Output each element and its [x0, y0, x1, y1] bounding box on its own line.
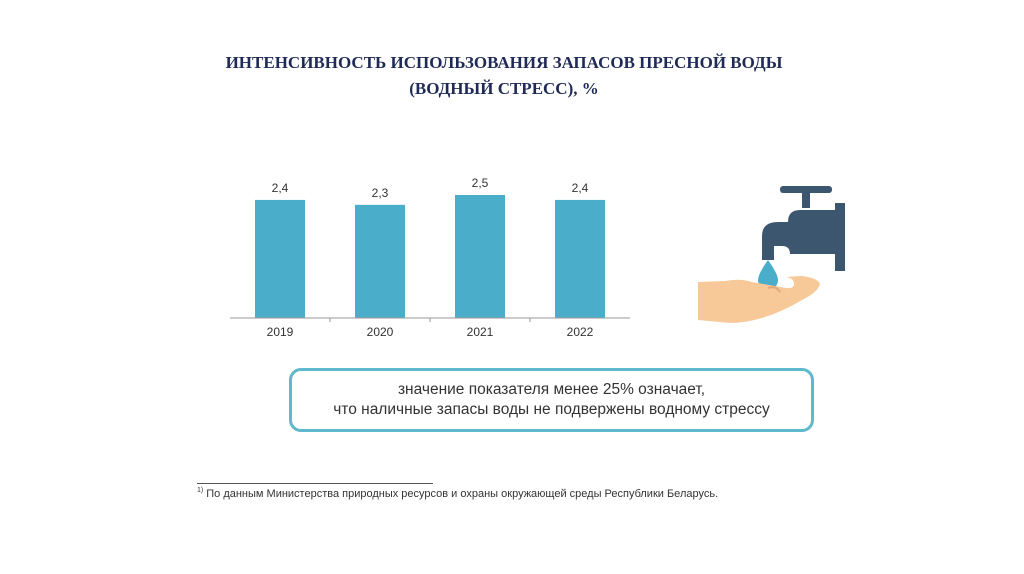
chart-title-line-2: (ВОДНЫЙ СТРЕСС), % [409, 79, 599, 98]
note-line-1: значение показателя менее 25% означает, [397, 381, 706, 398]
footnote: 1) По данным Министерства природных ресур… [197, 487, 719, 500]
water-tap-icon [762, 186, 845, 271]
data-label-2022: 2,4 [572, 181, 589, 195]
note-line-2: что наличные запасы воды не подвержены в… [333, 401, 770, 418]
data-label-2021: 2,5 [472, 176, 489, 190]
x-tick-2022: 2022 [567, 325, 594, 339]
bar-2019 [255, 199, 305, 318]
tap-and-hand-illustration [698, 186, 845, 323]
bar-2022 [555, 199, 605, 318]
open-hand-icon [698, 276, 820, 323]
bar-2021 [455, 195, 505, 318]
x-tick-2019: 2019 [267, 325, 294, 339]
footnote-text: По данным Министерства природных ресурсо… [206, 488, 719, 500]
chart-title: ИНТЕНСИВНОСТЬ ИСПОЛЬЗОВАНИЯ ЗАПАСОВ ПРЕС… [0, 50, 1008, 102]
chart-title-line-1: ИНТЕНСИВНОСТЬ ИСПОЛЬЗОВАНИЯ ЗАПАСОВ ПРЕС… [225, 53, 783, 72]
x-tick-2021: 2021 [467, 325, 494, 339]
data-label-2020: 2,3 [372, 186, 389, 200]
bar-chart: 2,4 2019 2,3 2020 2,5 2021 2,4 2022 [230, 176, 630, 339]
footnote-divider [197, 483, 433, 484]
x-tick-2020: 2020 [367, 325, 394, 339]
bar-2020 [355, 204, 405, 318]
water-drop-icon [758, 260, 778, 290]
note-box: значение показателя менее 25% означает, … [289, 368, 814, 432]
footnote-mark: 1) [197, 487, 204, 494]
data-label-2019: 2,4 [272, 181, 289, 195]
